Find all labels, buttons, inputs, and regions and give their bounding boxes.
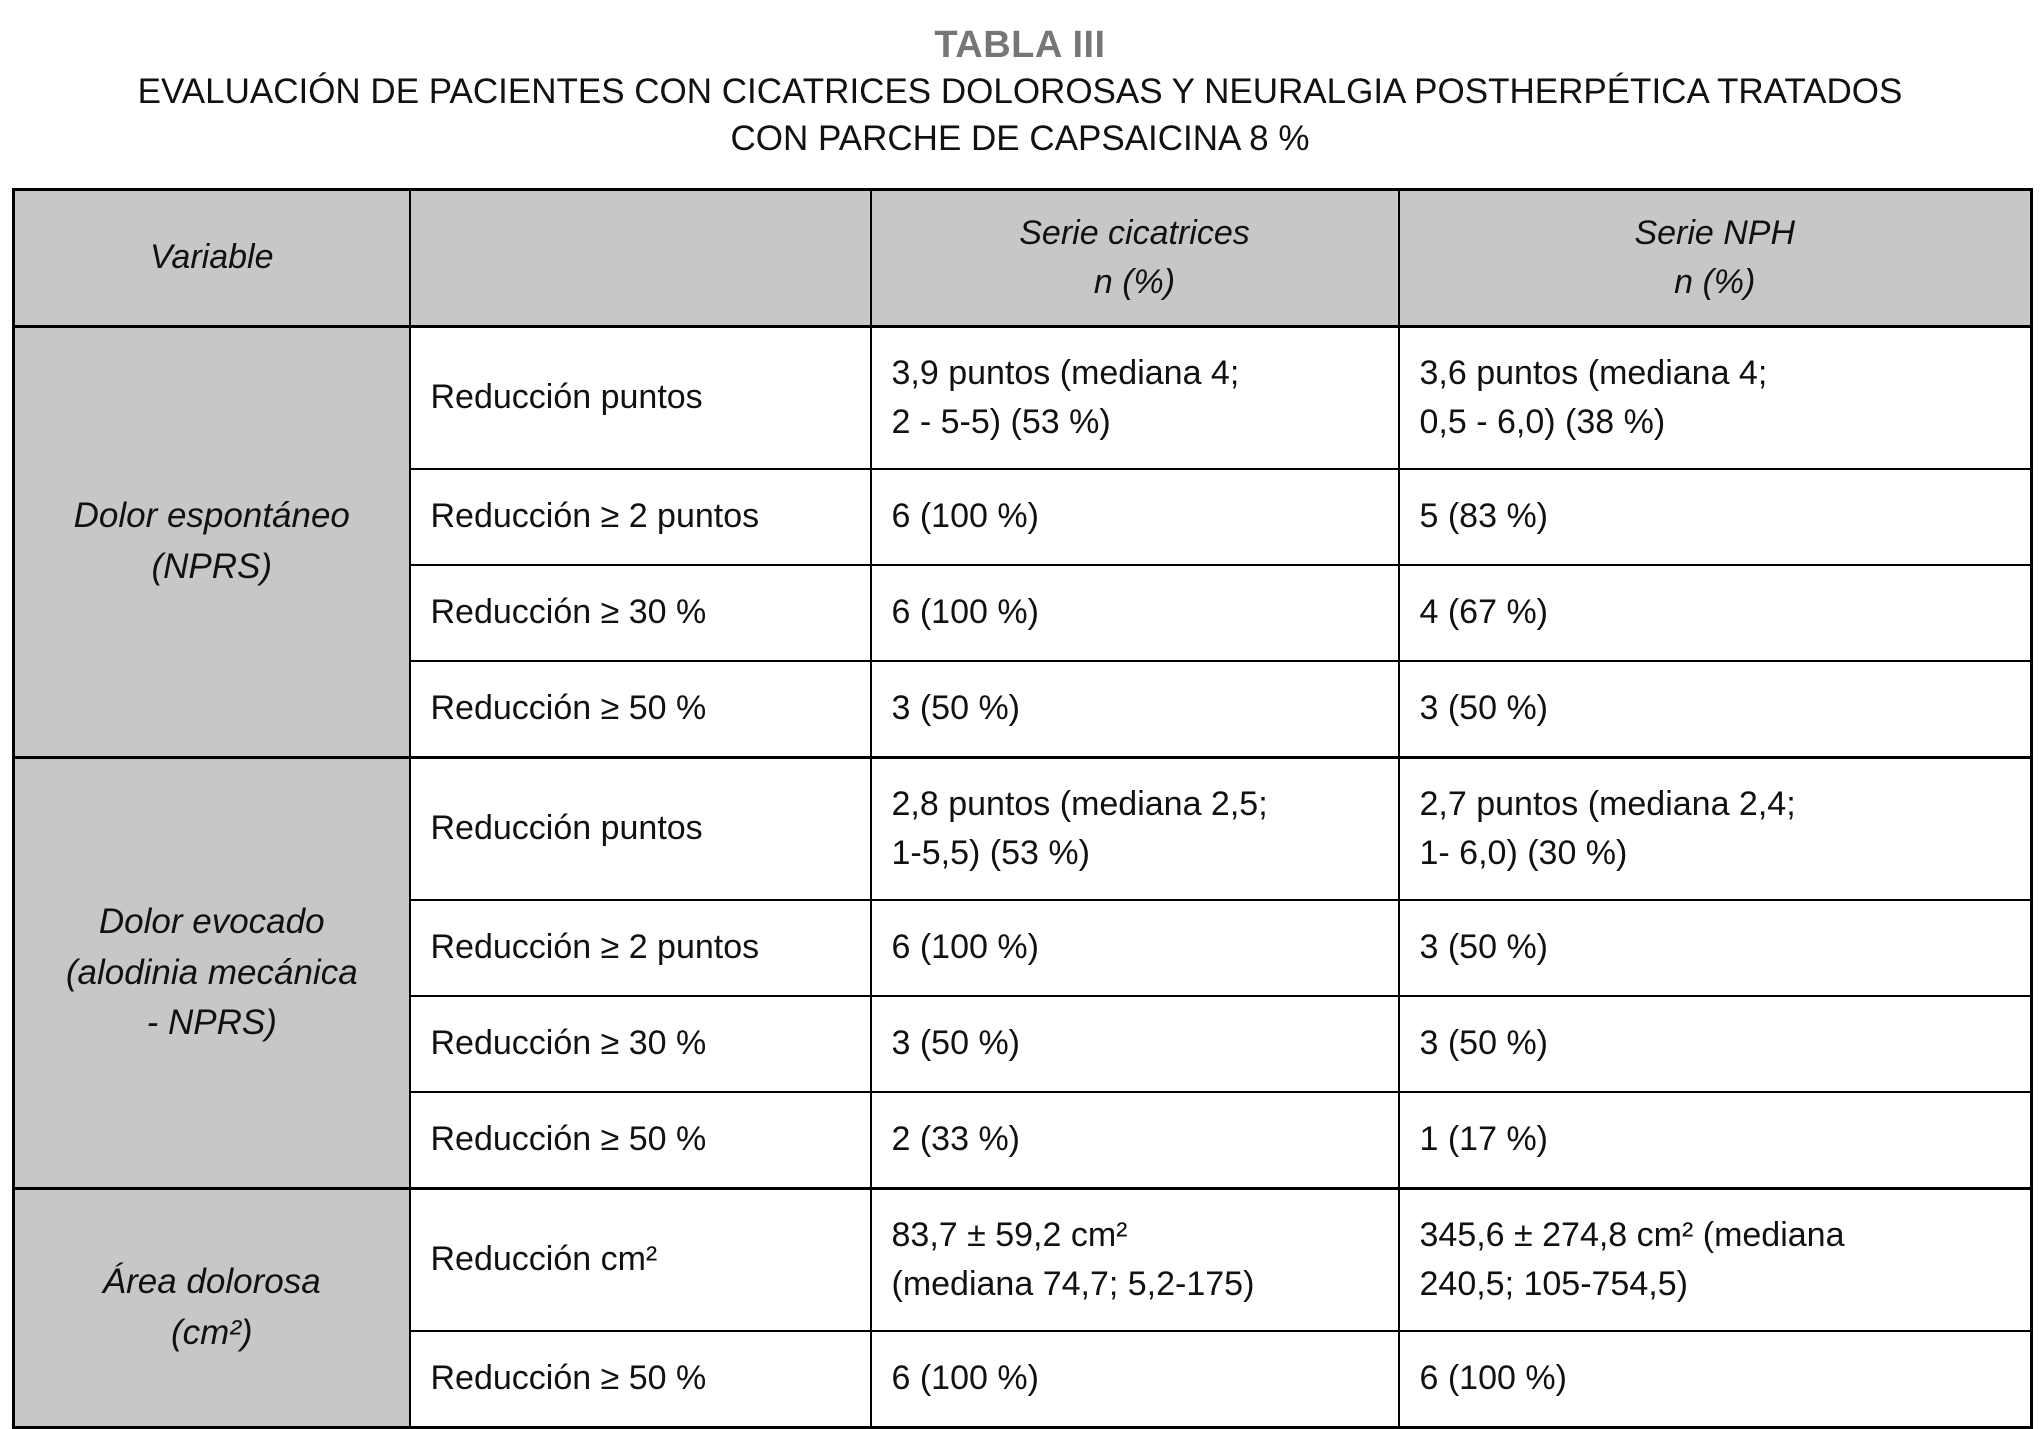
table-header-row: Variable Serie cicatrices n (%) Serie NP… bbox=[12, 188, 2033, 329]
group-label-area-dolorosa: Área dolorosa (cm²) bbox=[12, 1187, 411, 1429]
nph-value-cell: 345,6 ± 274,8 cm² (mediana 240,5; 105-75… bbox=[1397, 1187, 2033, 1333]
measure-label-cell: Reducción puntos bbox=[408, 756, 872, 902]
column-header-serie-cicatrices: Serie cicatrices n (%) bbox=[869, 188, 1400, 329]
table-row: Reducción ≥ 50 % 2 (33 %) 1 (17 %) bbox=[14, 1091, 2033, 1190]
nph-value-cell: 4 (67 %) bbox=[1397, 564, 2033, 663]
nph-value-cell: 3 (50 %) bbox=[1397, 899, 2033, 998]
table-row: Reducción ≥ 30 % 6 (100 %) 4 (67 %) bbox=[14, 564, 2033, 663]
measure-label-cell: Reducción ≥ 50 % bbox=[408, 1330, 872, 1429]
table-row: Dolor espontáneo (NPRS) Reducción puntos… bbox=[12, 325, 2033, 759]
column-header-variable: Variable bbox=[12, 188, 411, 329]
table-row: Reducción ≥ 2 puntos 6 (100 %) 3 (50 %) bbox=[14, 899, 2033, 998]
measure-label-cell: Reducción ≥ 2 puntos bbox=[408, 899, 872, 998]
measure-label-cell: Reducción puntos bbox=[408, 325, 872, 471]
group-label-dolor-evocado: Dolor evocado (alodinia mecánica - NPRS) bbox=[12, 756, 411, 1190]
cicatrices-value-cell: 2,8 puntos (mediana 2,5; 1-5,5) (53 %) bbox=[869, 756, 1400, 902]
group-label-dolor-espontaneo: Dolor espontáneo (NPRS) bbox=[12, 325, 411, 759]
measure-label-cell: Reducción ≥ 50 % bbox=[408, 660, 872, 759]
nph-value-cell: 2,7 puntos (mediana 2,4; 1- 6,0) (30 %) bbox=[1397, 756, 2033, 902]
cicatrices-value-cell: 83,7 ± 59,2 cm² (mediana 74,7; 5,2-175) bbox=[869, 1187, 1400, 1333]
measure-label-cell: Reducción ≥ 30 % bbox=[408, 564, 872, 663]
cicatrices-value-cell: 2 (33 %) bbox=[869, 1091, 1400, 1190]
column-header-blank bbox=[408, 188, 872, 329]
table-row: Área dolorosa (cm²) Reducción cm² 83,7 ±… bbox=[12, 1187, 2033, 1429]
nph-value-cell: 3 (50 %) bbox=[1397, 660, 2033, 759]
cicatrices-value-cell: 3,9 puntos (mediana 4; 2 - 5-5) (53 %) bbox=[869, 325, 1400, 471]
cicatrices-value-cell: 6 (100 %) bbox=[869, 564, 1400, 663]
table-subtitle: EVALUACIÓN DE PACIENTES CON CICATRICES D… bbox=[137, 72, 1903, 158]
table-row: Reducción ≥ 2 puntos 6 (100 %) 5 (83 %) bbox=[14, 468, 2033, 567]
nph-value-cell: 3,6 puntos (mediana 4; 0,5 - 6,0) (38 %) bbox=[1397, 325, 2033, 471]
table-row: Reducción ≥ 30 % 3 (50 %) 3 (50 %) bbox=[14, 995, 2033, 1094]
cicatrices-value-cell: 3 (50 %) bbox=[869, 995, 1400, 1094]
cicatrices-value-cell: 6 (100 %) bbox=[869, 899, 1400, 998]
title-block: TABLA III EVALUACIÓN DE PACIENTES CON CI… bbox=[0, 0, 2040, 162]
measure-label-cell: Reducción ≥ 2 puntos bbox=[408, 468, 872, 567]
column-header-serie-nph: Serie NPH n (%) bbox=[1397, 188, 2033, 329]
cicatrices-value-cell: 6 (100 %) bbox=[869, 1330, 1400, 1429]
page-title: TABLA III bbox=[934, 24, 1106, 66]
nph-value-cell: 1 (17 %) bbox=[1397, 1091, 2033, 1190]
nph-value-cell: 3 (50 %) bbox=[1397, 995, 2033, 1094]
cicatrices-value-cell: 6 (100 %) bbox=[869, 468, 1400, 567]
measure-label-cell: Reducción ≥ 50 % bbox=[408, 1091, 872, 1190]
measure-label-cell: Reducción cm² bbox=[408, 1187, 872, 1333]
nph-value-cell: 5 (83 %) bbox=[1397, 468, 2033, 567]
nph-value-cell: 6 (100 %) bbox=[1397, 1330, 2033, 1429]
measure-label-cell: Reducción ≥ 30 % bbox=[408, 995, 872, 1094]
table-row: Reducción ≥ 50 % 3 (50 %) 3 (50 %) bbox=[14, 660, 2033, 759]
cicatrices-value-cell: 3 (50 %) bbox=[869, 660, 1400, 759]
results-table: Variable Serie cicatrices n (%) Serie NP… bbox=[12, 188, 2033, 1429]
table-row: Dolor evocado (alodinia mecánica - NPRS)… bbox=[12, 756, 2033, 1190]
